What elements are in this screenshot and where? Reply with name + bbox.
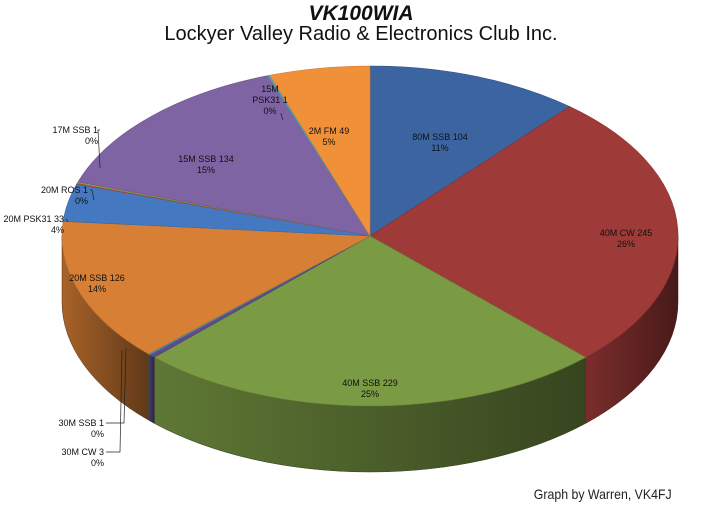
slice-label-15m-ssb-134: 15M SSB 134 15% (178, 154, 234, 175)
pie-slice-40m-cw-245 (369, 106, 679, 358)
pie-tops (61, 65, 679, 407)
pie-slice-20m-ssb-126 (61, 221, 372, 355)
slice-label-20m-ros-1: 20M ROS 1 0% (41, 185, 88, 206)
leader-line-30m-cw-3 (106, 349, 123, 453)
leader-line-30m-ssb-1 (106, 347, 127, 424)
pie-slice-80m-ssb-104 (369, 65, 571, 237)
pie-slice-40m-ssb-229 (153, 235, 587, 407)
leader-line-20m-ros-1 (90, 189, 95, 201)
slice-label-30m-cw-3: 30M CW 3 0% (61, 447, 104, 468)
slice-label-17m-ssb-1: 17M SSB 1 0% (52, 125, 98, 146)
leader-line-15m-psk31-1 (280, 113, 284, 121)
slice-label-20m-psk31-33: 20M PSK31 33 4% (3, 214, 64, 235)
pie-slice-2m-fm-49 (269, 65, 371, 238)
slice-label-15m-psk31-1: 15M PSK31 1 0% (252, 84, 288, 116)
slice-labels: 80M SSB 104 11% 40M CW 245 26% 40M SSB 229 25… (3, 84, 652, 468)
label-leaders (65, 113, 284, 453)
slice-label-20m-ssb-126: 20M SSB 126 14% (69, 273, 125, 294)
leader-line-17m-ssb-1 (97, 129, 101, 169)
pie-sides (61, 235, 679, 473)
slice-label-40m-cw-245: 40M CW 245 26% (600, 228, 653, 249)
slice-label-2m-fm-49: 2M FM 49 5% (309, 126, 350, 147)
leader-line-20m-psk31-33 (65, 218, 69, 223)
chart-title: VK100WIA (308, 2, 414, 25)
slice-label-30m-ssb-1: 30M SSB 1 0% (58, 418, 104, 439)
credit-text: Graph by Warren, VK4FJ (534, 486, 672, 502)
pie-slice-15m-ssb-134 (77, 75, 371, 237)
pie-side-30m-cw-3 (149, 354, 155, 424)
slice-label-80m-ssb-104: 80M SSB 104 11% (412, 132, 468, 153)
chart-subtitle: Lockyer Valley Radio & Electronics Club … (164, 23, 558, 45)
slice-label-40m-ssb-229: 40M SSB 229 25% (342, 378, 398, 399)
